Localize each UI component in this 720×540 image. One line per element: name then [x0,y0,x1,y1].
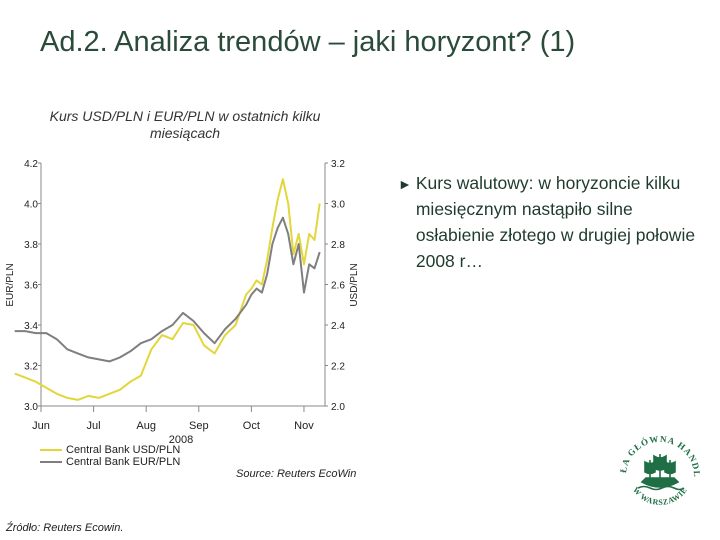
x-tick-label: Nov [294,420,314,432]
university-logo: SZKOŁA GŁÓWNA HANDLOWA W WARSZAWIE [614,426,701,507]
legend-label-eur: Central Bank EUR/PLN [66,456,181,468]
y-tick-label-left: 3.0 [24,402,38,413]
x-tick-label: Sep [189,420,209,432]
legend-swatch-usd [40,449,62,451]
y-axis-label-right: USD/PLN [349,263,360,306]
bullet-point: ► Kurs walutowy: w horyzoncie kilku mies… [398,170,708,274]
y-tick-label-right: 2.4 [331,321,345,332]
footer-source: Źródło: Reuters Ecowin. [6,522,124,534]
y-tick-label-left: 4.2 [24,159,38,170]
y-tick-label-left: 3.6 [24,281,38,292]
ship-icon [637,454,685,491]
tick-labels: 4.2 4.0 3.8 3.6 3.4 3.2 3.0 3.2 3.0 2.8 2.6 2.4 2.2 2… [24,159,345,432]
y-tick-label-right: 2.6 [331,281,345,292]
axes [38,162,328,412]
y-tick-label-left: 3.4 [24,321,38,332]
chart-legend: Central Bank USD/PLN Central Bank EUR/PL… [40,444,180,468]
y-tick-label-right: 2.2 [331,362,345,373]
x-tick-label: Jul [87,420,101,432]
y-tick-label-right: 3.2 [331,159,345,170]
legend-item-eur: Central Bank EUR/PLN [40,456,180,468]
x-axis-sublabel: 2008 [169,434,193,446]
y-tick-label-left: 4.0 [24,200,38,211]
line-chart: 4.2 4.0 3.8 3.6 3.4 3.2 3.0 3.2 3.0 2.8 2.6 2.4 2.2 2… [5,159,360,446]
slide-title: Ad.2. Analiza trendów – jaki horyzont? (… [40,26,576,58]
legend-swatch-eur [40,461,62,463]
x-tick-label: Jun [32,420,50,432]
y-tick-label-right: 2.8 [331,240,345,251]
triangle-bullet-icon: ► [398,176,412,192]
legend-item-usd: Central Bank USD/PLN [40,444,180,456]
y-tick-label-right: 3.0 [331,200,345,211]
series-layer [14,178,321,401]
bullet-text: Kurs walutowy: w horyzoncie kilku miesię… [415,173,696,271]
y-tick-label-left: 3.2 [24,362,38,373]
series-line-eur-pln [14,216,321,363]
series-line-usd-pln [14,178,321,401]
y-axis-label-left: EUR/PLN [5,263,16,306]
chart-source: Source: Reuters EcoWin [236,468,357,480]
x-tick-label: Aug [136,420,156,432]
y-tick-label-right: 2.0 [331,402,345,413]
x-tick-label: Oct [243,420,260,432]
y-tick-label-left: 3.8 [24,240,38,251]
chart-title: Kurs USD/PLN i EUR/PLN w ostatnich kilku… [49,108,321,141]
legend-label-usd: Central Bank USD/PLN [66,444,181,456]
